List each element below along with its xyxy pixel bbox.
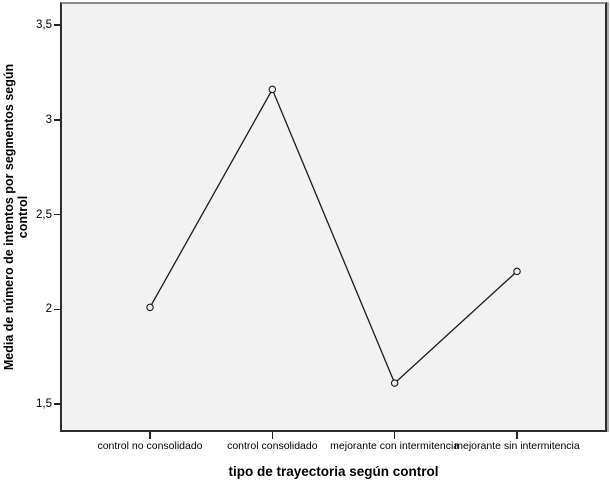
x-tick-mark [516, 432, 518, 439]
data-point-marker [390, 379, 399, 387]
x-category-label: control no consolidado [97, 440, 203, 452]
x-axis-title: tipo de trayectoria según control [228, 464, 439, 479]
x-tick-mark [271, 432, 274, 439]
x-tick-mark [393, 432, 396, 439]
y-tick-mark [54, 403, 61, 405]
y-tick-label: 1,5 [36, 398, 52, 410]
data-point-marker [513, 267, 521, 276]
series-line [149, 87, 518, 385]
y-tick-mark [54, 308, 61, 310]
y-tick-label: 3 [45, 113, 52, 126]
y-tick-label: 2 [45, 303, 52, 316]
plot-area [60, 2, 607, 432]
y-tick-label: 2,5 [36, 208, 52, 221]
x-tick-mark [149, 432, 151, 439]
y-tick-mark [54, 24, 61, 26]
y-tick-mark [54, 213, 61, 216]
data-point-marker [146, 303, 154, 312]
chart-svg [146, 85, 521, 387]
data-point-marker [268, 85, 277, 94]
x-category-label: control consolidado [227, 440, 318, 452]
x-category-label: mejorante con intermitencia [330, 440, 460, 452]
y-tick-mark [54, 119, 61, 121]
y-tick-label: 3,5 [36, 19, 52, 31]
x-category-label: mejorante sin intermitencia [454, 440, 580, 452]
